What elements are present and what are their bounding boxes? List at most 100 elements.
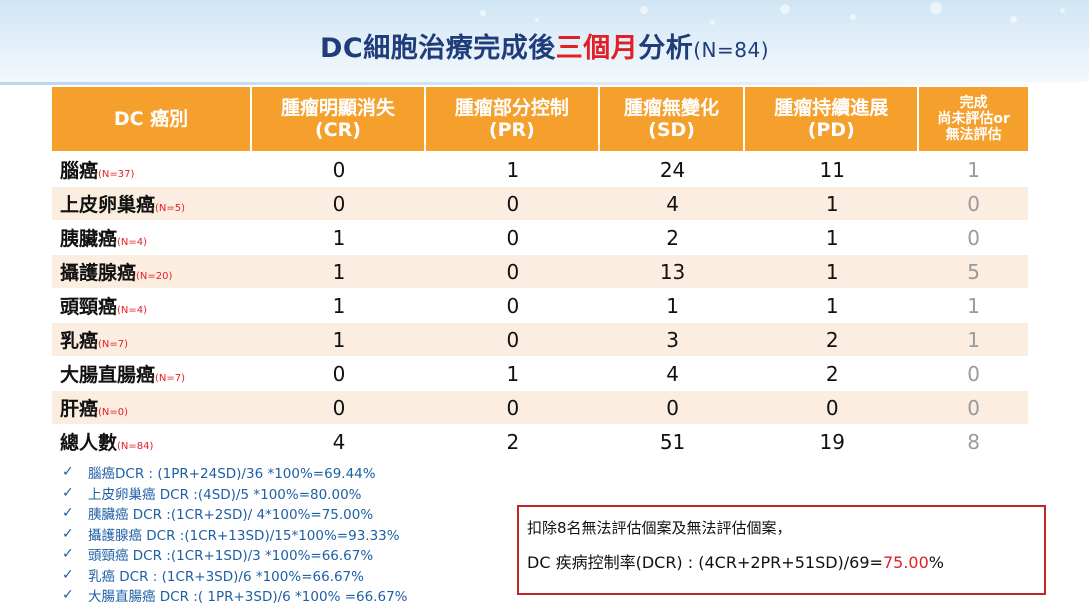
value-cell-na: 0 [919,391,1028,425]
summary-box: 扣除8名無法評估個案及無法評估個案， DC 疾病控制率(DCR) : (4CR+… [517,505,1046,595]
header-pd: 腫瘤持續進展 (PD) [745,87,920,153]
decorative-dot [535,18,539,22]
cancer-count: (N=4) [117,305,148,316]
value-cell-sd: 4 [599,357,746,391]
header-label: 完成 [959,95,988,111]
decorative-dot [780,4,790,14]
table-row: 頭頸癌(N=4) 1 0 1 1 1 [52,289,1028,323]
summary-formula: DC 疾病控制率(DCR) : (4CR+2PR+51SD)/69= [527,553,883,572]
check-icon: ✓ [62,484,74,501]
value-cell-na: 5 [919,255,1028,289]
value-cell-pd: 1 [745,255,920,289]
value-cell-cr: 4 [252,425,426,459]
header-sub: (CR) [314,119,361,141]
header-sd: 腫瘤無變化 (SD) [599,87,746,153]
value-cell-pd: 0 [745,391,920,425]
value-cell-na: 0 [919,187,1028,221]
cancer-count: (N=7) [98,339,129,350]
value-cell-sd: 13 [599,255,746,289]
summary-percent: % [928,553,944,572]
value-cell-na: 0 [919,221,1028,255]
check-icon: ✓ [62,587,74,604]
value-cell-pr: 0 [425,323,600,357]
decorative-dot [930,2,942,14]
header-label: 腫瘤部分控制 [454,97,569,119]
value-cell-pr: 0 [425,221,600,255]
summary-dcr-value: 75.00 [882,553,929,572]
header-label: 腫瘤明顯消失 [280,97,395,119]
cancer-type-cell: 胰臟癌(N=4) [52,221,252,255]
cancer-count: (N=37) [98,169,135,180]
cancer-name: 頭頸癌 [60,296,118,318]
table-row: 胰臟癌(N=4) 1 0 2 1 0 [52,221,1028,255]
check-icon: ✓ [62,464,74,481]
check-icon: ✓ [62,546,74,563]
value-cell-na: 8 [919,425,1028,459]
value-cell-na: 0 [919,357,1028,391]
dcr-note: ✓ 大腸直腸癌 DCR :( 1PR+3SD)/6 *100% =66.67% [62,585,532,606]
decorative-dot [1010,16,1017,23]
value-cell-cr: 1 [252,255,426,289]
header-band [0,0,1089,84]
cancer-name: 腦癌 [60,160,99,182]
title-n: (N=84) [693,38,769,62]
value-cell-pd: 1 [745,289,920,323]
cancer-type-cell: 肝癌(N=0) [52,391,252,425]
header-sub: (PD) [807,119,855,141]
decorative-dot [850,14,856,20]
header-sub: (SD) [648,119,695,141]
value-cell-pd: 2 [745,323,920,357]
cancer-name: 大腸直腸癌 [60,364,156,386]
note-text: 頭頸癌 DCR :(1CR+1SD)/3 *100%=66.67% [88,548,374,565]
header-not-evaluated: 完成 尚未評估or 無法評估 [919,87,1028,153]
table-row: 攝護腺癌(N=20) 1 0 13 1 5 [52,255,1028,289]
dcr-note: ✓ 攝護腺癌 DCR :(1CR+13SD)/15*100%=93.33% [62,524,532,545]
header-sub: (PR) [488,119,535,141]
value-cell-pr: 2 [425,425,600,459]
title-part2: 分析 [638,33,694,64]
dcr-note: ✓ 乳癌 DCR : (1CR+3SD)/6 *100%=66.67% [62,565,532,586]
value-cell-pd: 11 [745,153,920,187]
dcr-note: ✓ 上皮卵巢癌 DCR :(4SD)/5 *100%=80.00% [62,483,532,504]
value-cell-pr: 0 [425,187,600,221]
value-cell-pr: 0 [425,391,600,425]
value-cell-pd: 19 [745,425,920,459]
check-icon: ✓ [62,525,74,542]
value-cell-cr: 0 [252,391,426,425]
note-text: 攝護腺癌 DCR :(1CR+13SD)/15*100%=93.33% [88,527,400,544]
page-title: DC細胞治療完成後三個月分析(N=84) [0,26,1089,65]
header-cr: 腫瘤明顯消失 (CR) [252,87,426,153]
decorative-dot [710,20,715,25]
cancer-count: (N=4) [117,237,148,248]
value-cell-sd: 4 [599,187,746,221]
note-text: 大腸直腸癌 DCR :( 1PR+3SD)/6 *100% =66.67% [88,589,408,606]
value-cell-cr: 1 [252,289,426,323]
dcr-notes-list: ✓ 腦癌DCR : (1PR+24SD)/36 *100%=69.44% ✓ 上皮卵巢… [62,462,532,606]
cancer-name: 攝護腺癌 [60,262,137,284]
header-divider [0,82,1089,85]
value-cell-pd: 1 [745,221,920,255]
value-cell-cr: 0 [252,357,426,391]
cancer-type-cell: 頭頸癌(N=4) [52,289,252,323]
cancer-count: (N=7) [155,373,186,384]
value-cell-pr: 0 [425,289,600,323]
value-cell-cr: 1 [252,221,426,255]
table-header-row: DC 癌別 腫瘤明顯消失 (CR) 腫瘤部分控制 (PR) 腫瘤無變化 (SD) 腫瘤… [52,87,1028,153]
value-cell-cr: 0 [252,153,426,187]
cancer-count: (N=84) [117,441,154,452]
value-cell-na: 1 [919,323,1028,357]
cancer-count: (N=0) [98,407,129,418]
cancer-type-cell: 乳癌(N=7) [52,323,252,357]
decorative-dot [640,6,648,14]
table-row: 總人數(N=84) 4 2 51 19 8 [52,425,1028,459]
check-icon: ✓ [62,566,74,583]
table-row: 腦癌(N=37) 0 1 24 11 1 [52,153,1028,187]
value-cell-pr: 0 [425,255,600,289]
cancer-type-cell: 腦癌(N=37) [52,153,252,187]
table-body: 腦癌(N=37) 0 1 24 11 1 上皮卵巢癌(N=5) 0 0 4 1 0 胰臟癌(N=4) 1 0… [52,153,1028,459]
header-sub: 尚未評估or [937,111,1010,127]
cancer-type-cell: 大腸直腸癌(N=7) [52,357,252,391]
value-cell-sd: 51 [599,425,746,459]
summary-line2: DC 疾病控制率(DCR) : (4CR+2PR+51SD)/69=75.00% [527,551,1044,575]
cancer-type-cell: 總人數(N=84) [52,425,252,459]
